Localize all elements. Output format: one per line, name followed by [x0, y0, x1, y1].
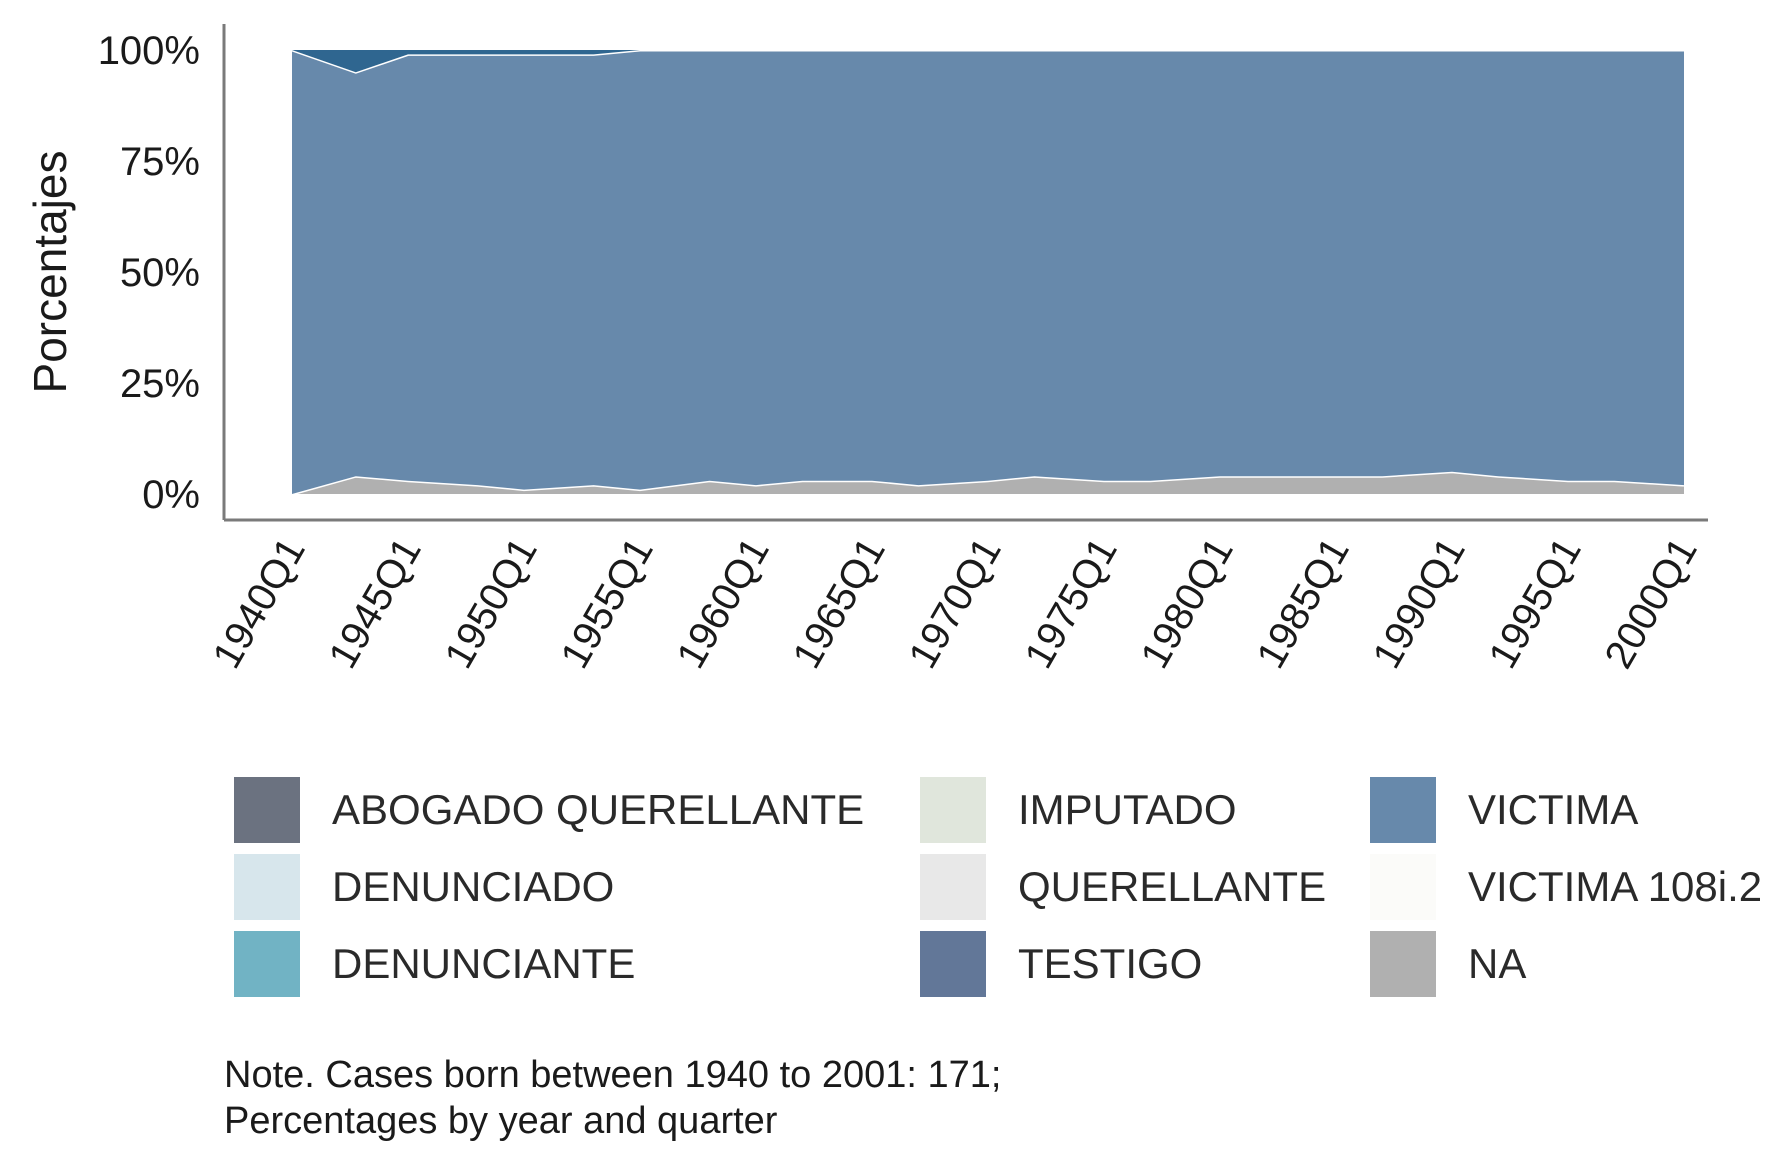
y-tick-label: 0% [142, 473, 200, 517]
x-tick-label: 1960Q1 [669, 531, 778, 676]
x-tick-label: 1940Q1 [205, 531, 314, 676]
x-tick-label: 2000Q1 [1597, 531, 1706, 676]
x-tick-label: 1975Q1 [1017, 531, 1126, 676]
legend-item: DENUNCIADO [234, 853, 614, 921]
legend-label: QUERELLANTE [1018, 863, 1327, 910]
plot-area [291, 48, 1685, 496]
legend-label: ABOGADO QUERELLANTE [332, 786, 865, 833]
x-tick-label: 1995Q1 [1481, 531, 1590, 676]
legend-item: NA [1370, 930, 1526, 998]
y-tick-label: 25% [120, 362, 200, 406]
x-tick-label: 1990Q1 [1365, 531, 1474, 676]
area-testigo [292, 50, 1684, 73]
note-line: Note. Cases born between 1940 to 2001: 1… [224, 1054, 1002, 1096]
legend-label: VICTIMA [1468, 786, 1639, 833]
x-tick-label: 1965Q1 [785, 531, 894, 676]
x-tick-label: 1955Q1 [553, 531, 662, 676]
legend-swatch [920, 777, 986, 843]
legend-swatch [234, 854, 300, 920]
y-tick-label: 75% [120, 140, 200, 184]
legend-swatch [234, 931, 300, 997]
legend-item: IMPUTADO [920, 776, 1237, 844]
legend-label: IMPUTADO [1018, 786, 1237, 833]
x-tick-label: 1945Q1 [321, 531, 430, 676]
legend-item: VICTIMA 108i.2 [1370, 853, 1762, 921]
legend-item: QUERELLANTE [920, 853, 1326, 921]
legend-label: DENUNCIANTE [332, 940, 636, 987]
legend-swatch [1370, 931, 1436, 997]
legend-label: DENUNCIADO [332, 863, 615, 910]
legend-label: VICTIMA 108i.2 [1468, 863, 1763, 910]
y-tick-label: 50% [120, 251, 200, 295]
x-tick-label: 1950Q1 [437, 531, 546, 676]
legend-swatch [1370, 777, 1436, 843]
legend-swatch [1370, 854, 1436, 920]
x-tick-label: 1970Q1 [901, 531, 1010, 676]
area-victima [292, 50, 1684, 494]
legend-item: VICTIMA [1370, 776, 1638, 844]
x-tick-label: 1980Q1 [1133, 531, 1242, 676]
legend-item: DENUNCIANTE [234, 930, 635, 998]
legend-item: TESTIGO [920, 930, 1202, 998]
y-tick-label: 100% [98, 29, 200, 73]
note-line: Percentages by year and quarter [224, 1100, 778, 1142]
legend-swatch [234, 777, 300, 843]
legend-label: TESTIGO [1018, 940, 1203, 987]
chart-note: Note. Cases born between 1940 to 2001: 1… [224, 1052, 1001, 1144]
legend-label: NA [1468, 940, 1527, 987]
legend-swatch [920, 854, 986, 920]
legend-swatch [920, 931, 986, 997]
x-tick-label: 1985Q1 [1249, 531, 1358, 676]
legend-item: ABOGADO QUERELLANTE [234, 776, 864, 844]
y-axis-label: Porcentajes [24, 151, 76, 394]
legend: ABOGADO QUERELLANTE DENUNCIADO DENUNCIAN… [234, 776, 1780, 1016]
